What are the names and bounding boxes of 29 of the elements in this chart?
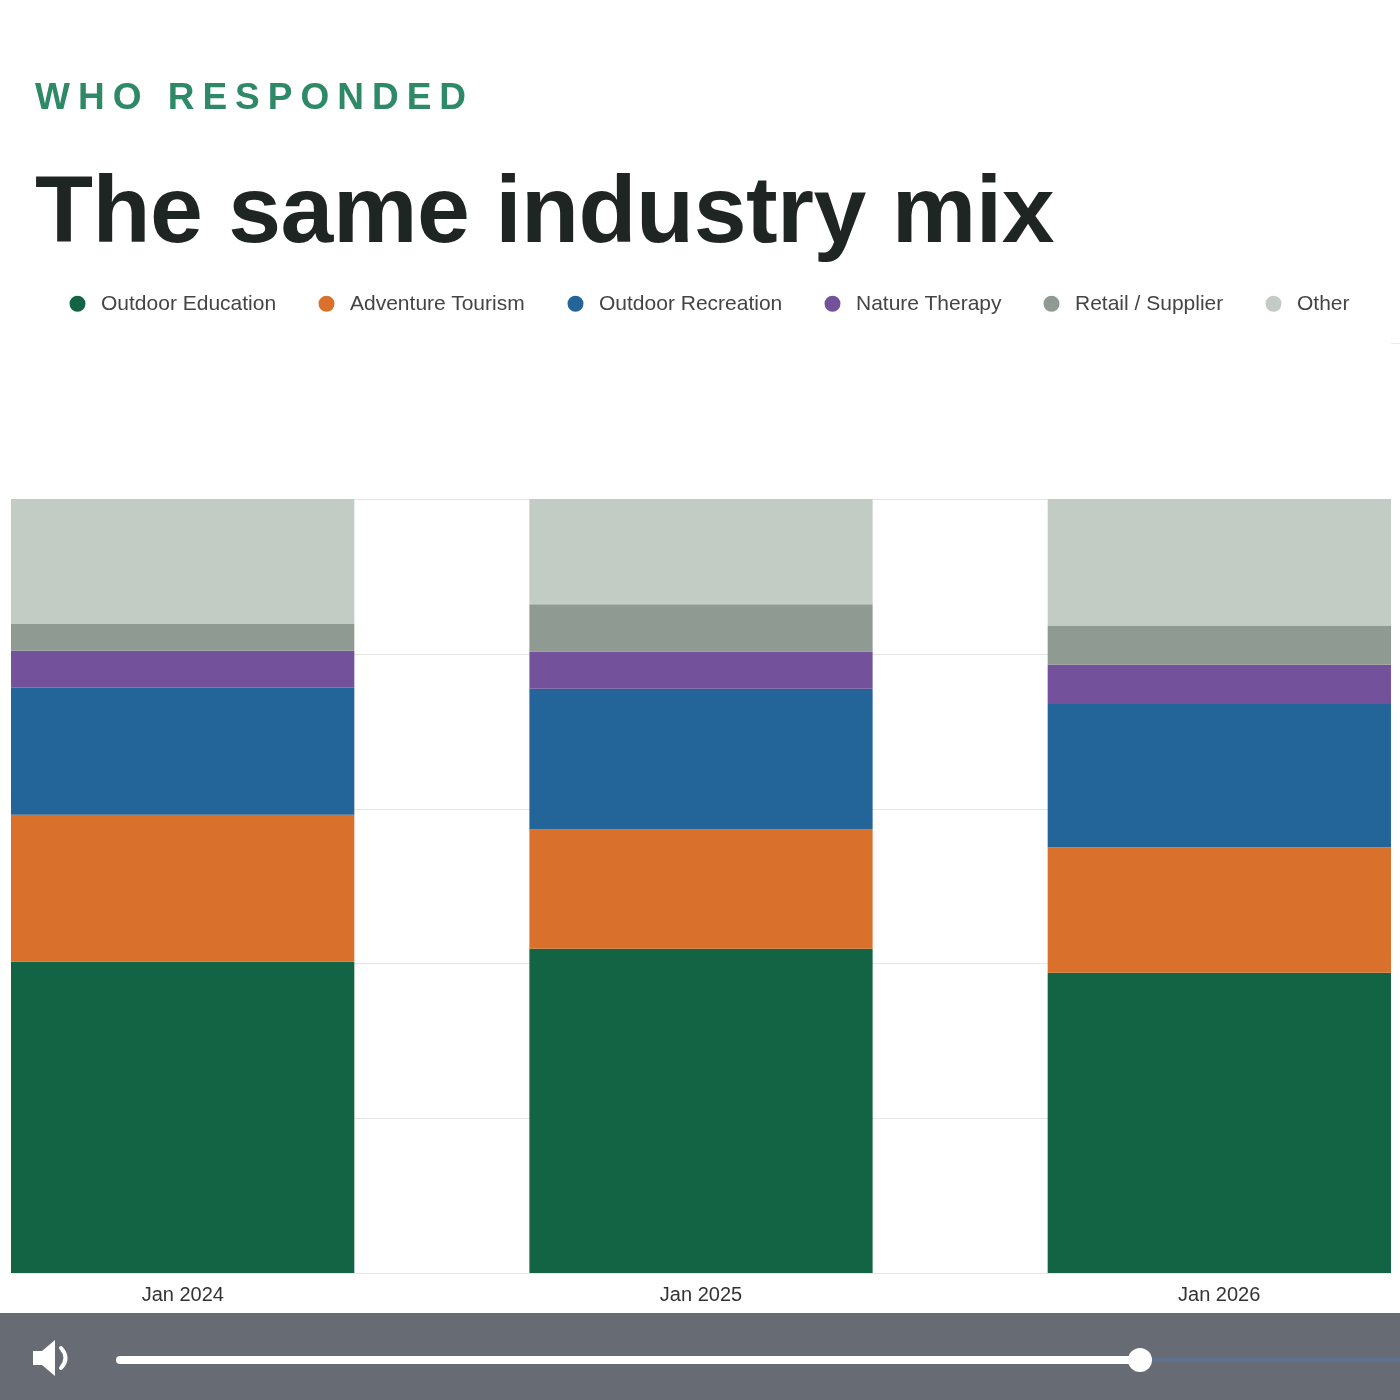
bar [11,687,355,815]
bar [529,688,873,830]
bar [11,499,355,624]
bar [11,961,355,1273]
legend-label: Outdoor Recreation [599,290,783,314]
chart-title: The same industry mix [35,156,1055,262]
legend-label: Nature Therapy [856,290,1003,314]
bar [11,814,355,962]
bar [1047,499,1391,626]
bar [529,948,873,1273]
bar [11,623,355,651]
bar [529,499,873,605]
x-tick-label: Jan 2025 [659,1282,743,1305]
bar [529,651,873,689]
bar [11,650,355,688]
legend-label: Other [1297,290,1350,314]
bar [1047,625,1391,665]
bar [1047,664,1391,705]
x-tick-label: Jan 2024 [141,1282,224,1305]
bar [529,604,873,652]
legend-label: Retail / Supplier [1075,290,1224,314]
legend-label: Adventure Tourism [350,290,525,314]
chart-subtitle: WHO RESPONDED [35,76,475,117]
legend-label: Outdoor Education [101,290,277,314]
bar [1047,972,1391,1273]
bar [1047,847,1391,973]
x-tick-label: Jan 2026 [1178,1282,1261,1305]
bar [1047,704,1391,848]
bar [529,829,873,949]
